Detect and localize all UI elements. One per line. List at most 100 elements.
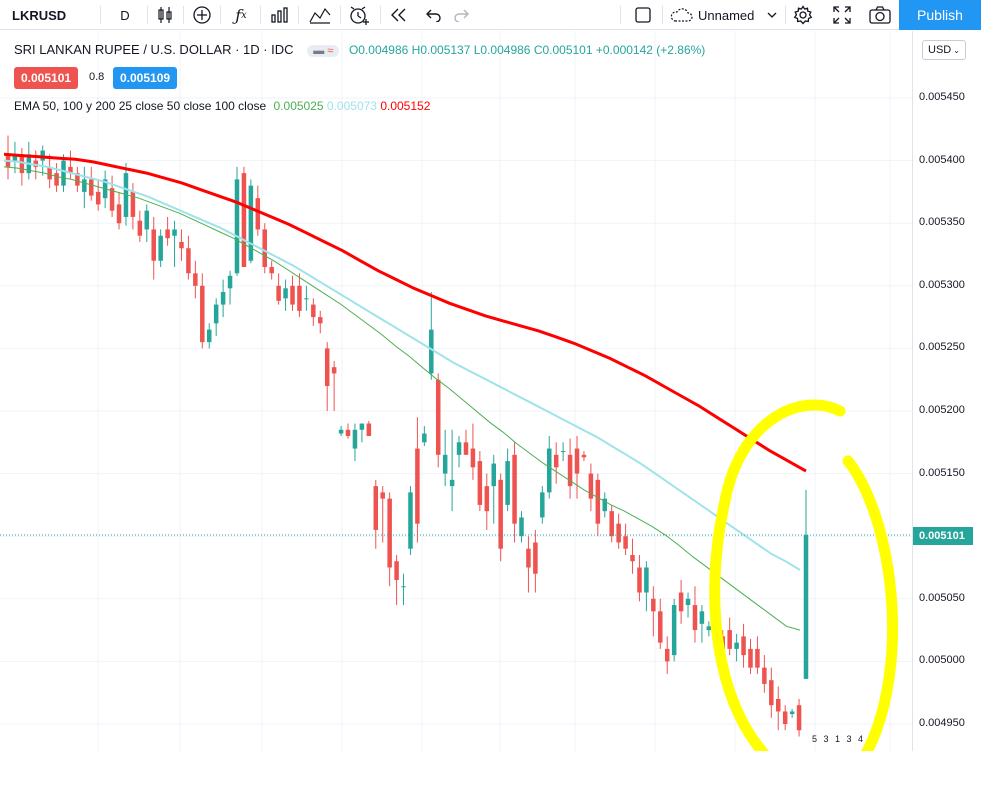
candle-body	[429, 329, 434, 374]
candle-body	[380, 492, 385, 499]
candle-body	[651, 598, 656, 612]
fullscreen-icon[interactable]	[829, 0, 855, 30]
symbol-search[interactable]: LKRUSD	[12, 7, 67, 23]
candle-body	[762, 667, 767, 684]
candle-body	[692, 605, 698, 631]
cloud-icon	[668, 0, 694, 30]
sell-button[interactable]: 0.005101	[14, 67, 79, 89]
candle-body	[220, 292, 226, 305]
candle-body	[345, 429, 351, 437]
candle-body	[144, 210, 150, 230]
candle-body	[671, 605, 677, 656]
interval-button[interactable]: D	[120, 7, 130, 23]
redo-icon[interactable]	[449, 0, 475, 30]
candle-body	[796, 705, 802, 731]
candle-body	[484, 486, 490, 512]
candle-body	[331, 367, 337, 374]
price-tick-label: 0.005050	[919, 591, 965, 604]
candle-body	[304, 298, 309, 300]
candle-body	[463, 442, 469, 455]
plus-circle-icon[interactable]	[189, 0, 215, 30]
candle-body	[748, 648, 753, 668]
highlight-circle	[709, 399, 899, 751]
candle-body	[109, 188, 115, 211]
candle-body	[373, 486, 379, 530]
candle-body	[255, 198, 261, 230]
candle-body	[734, 642, 739, 649]
divider	[380, 6, 381, 24]
price-tick-label: 0.005150	[919, 466, 965, 479]
candle-body	[470, 448, 476, 468]
ohlc-close: C0.005101	[533, 43, 593, 57]
buy-button[interactable]: 0.005109	[113, 67, 178, 89]
ema-label: EMA 50, 100 y 200 25 close 50 close 100 …	[14, 99, 267, 113]
candle-body	[19, 154, 25, 174]
square-icon[interactable]	[630, 0, 656, 30]
candle-body	[206, 329, 212, 343]
candle-body	[644, 567, 649, 593]
candle-body	[491, 463, 496, 487]
price-tick-label: 0.005350	[919, 216, 965, 229]
alarm-plus-icon[interactable]	[345, 0, 373, 30]
candle-body	[775, 698, 781, 712]
gear-icon[interactable]	[790, 0, 816, 30]
candle-body	[12, 154, 18, 161]
candle-body	[54, 173, 59, 186]
templates-icon[interactable]	[306, 0, 334, 30]
candle-body	[193, 273, 198, 286]
candles-icon[interactable]	[152, 0, 178, 30]
candle-body	[200, 285, 205, 343]
divider	[183, 6, 184, 24]
candle-body	[408, 492, 413, 549]
candle-body	[213, 304, 219, 324]
price-chart[interactable]	[0, 31, 912, 751]
candle-body	[658, 611, 663, 643]
symbol-legend: SRI LANKAN RUPEE / U.S. DOLLAR · 1D · ID…	[14, 42, 705, 57]
price-tick-label: 0.004950	[919, 717, 965, 729]
candle-body	[422, 433, 427, 443]
publish-button[interactable]: Publish	[899, 0, 981, 30]
ema2-value: 0.005073	[326, 99, 377, 113]
ema1-value: 0.005025	[273, 99, 324, 113]
candle-body	[727, 630, 732, 649]
price-axis[interactable]: 0.005450 0.005400 0.005350 0.005300 0.005250…	[912, 31, 981, 751]
candle-body	[519, 517, 524, 537]
candle-body	[588, 473, 594, 499]
candle-body	[609, 511, 614, 537]
camera-icon[interactable]	[866, 0, 894, 30]
ohlc-low: L0.004986	[473, 43, 531, 57]
candle-body	[311, 304, 316, 318]
eye-toggle[interactable]: ▬ ≈	[307, 45, 340, 57]
candle-body	[290, 285, 295, 305]
currency-select[interactable]: USD ⌄	[922, 40, 966, 60]
candle-body	[567, 454, 573, 487]
chevron-down-icon[interactable]	[764, 0, 780, 30]
candle-body	[574, 448, 580, 474]
candle-body	[68, 166, 73, 174]
candle-body	[415, 448, 420, 524]
ema-50-line	[3, 166, 801, 631]
ema-200-line	[3, 152, 807, 473]
undo-icon[interactable]	[420, 0, 446, 30]
candle-body	[82, 179, 87, 192]
current-price-label: 0.005101	[913, 527, 973, 545]
candle-body	[456, 442, 462, 455]
candle-body	[498, 479, 503, 549]
candle-body	[706, 626, 712, 631]
candle-body	[186, 248, 191, 274]
price-tick-label: 0.005300	[919, 278, 965, 291]
candle-body	[116, 204, 122, 224]
candle-body	[95, 191, 101, 205]
bars-icon[interactable]	[267, 0, 293, 30]
candle-body	[359, 423, 365, 430]
candle-body	[61, 160, 66, 186]
symbol-title: SRI LANKAN RUPEE / U.S. DOLLAR · 1D · ID…	[14, 42, 294, 57]
replay-icon[interactable]	[385, 0, 411, 30]
candle-body	[755, 648, 760, 668]
divider	[340, 6, 341, 24]
divider	[147, 6, 148, 24]
candle-body	[387, 498, 392, 568]
candle-body	[151, 229, 156, 261]
layout-name[interactable]: Unnamed	[698, 7, 755, 23]
